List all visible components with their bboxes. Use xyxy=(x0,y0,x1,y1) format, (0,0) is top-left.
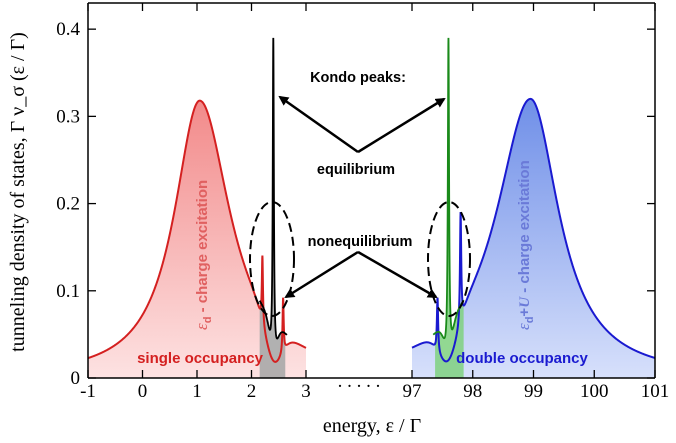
single-occupancy-curve xyxy=(87,99,307,363)
y-tick-label: 0 xyxy=(71,368,81,389)
kondo-label: Kondo peaks: xyxy=(310,70,406,86)
x-tick-label: 101 xyxy=(641,381,670,402)
x-tick-label: 100 xyxy=(580,381,609,402)
x-tick-label: 2 xyxy=(247,381,257,402)
single-occupancy-area xyxy=(88,100,306,378)
x-tick-label: 1 xyxy=(192,381,202,402)
single-occupancy-label: single occupancy xyxy=(137,350,264,367)
y-tick-label: 0.3 xyxy=(56,106,80,127)
area-fills xyxy=(88,38,655,378)
x-tick-label: 0 xyxy=(138,381,148,402)
equilibrium-right-curve xyxy=(432,37,465,340)
double-occupancy-curve xyxy=(411,97,656,363)
equilibrium-label: equilibrium xyxy=(317,162,395,178)
y-tick-label: 0.1 xyxy=(56,281,80,302)
double-occupancy-area xyxy=(412,98,655,378)
left-nonequilibrium-ellipse xyxy=(249,201,295,317)
x-break-dots: . . . . . xyxy=(338,371,381,392)
x-tick-label: 98 xyxy=(463,381,482,402)
equilibrium-right-area xyxy=(435,38,464,378)
curves xyxy=(87,37,656,363)
x-tick-label: 99 xyxy=(524,381,543,402)
arrow-nonequilibrium-left xyxy=(284,250,359,299)
arrow-equilibrium-right xyxy=(357,97,446,154)
nonequilibrium-label: nonequilibrium xyxy=(308,234,413,250)
equilibrium-left-curve xyxy=(258,37,288,340)
right-excitation-label: εd+U - charge excitation xyxy=(514,160,536,330)
y-ticks: 0 0.1 0.2 0.3 0.4 xyxy=(56,19,655,389)
x-ticks: -1 0 1 2 3 97 98 99 100 101 xyxy=(80,3,669,402)
right-nonequilibrium-ellipse xyxy=(427,201,471,317)
arrow-nonequilibrium-right xyxy=(357,250,438,299)
y-axis-title: tunneling density of states, Γ ν_σ (ε / … xyxy=(7,32,29,352)
double-occupancy-label: double occupancy xyxy=(456,350,588,367)
x-tick-label: -1 xyxy=(80,381,96,402)
y-tick-label: 0.2 xyxy=(56,194,80,215)
x-axis-title: energy, ε / Γ xyxy=(323,415,421,437)
left-excitation-label: εd - charge excitation xyxy=(192,180,214,330)
y-tick-label: 0.4 xyxy=(56,19,80,40)
x-tick-label: 3 xyxy=(301,381,311,402)
x-tick-label: 97 xyxy=(403,381,422,402)
arrow-equilibrium-left xyxy=(278,95,359,154)
